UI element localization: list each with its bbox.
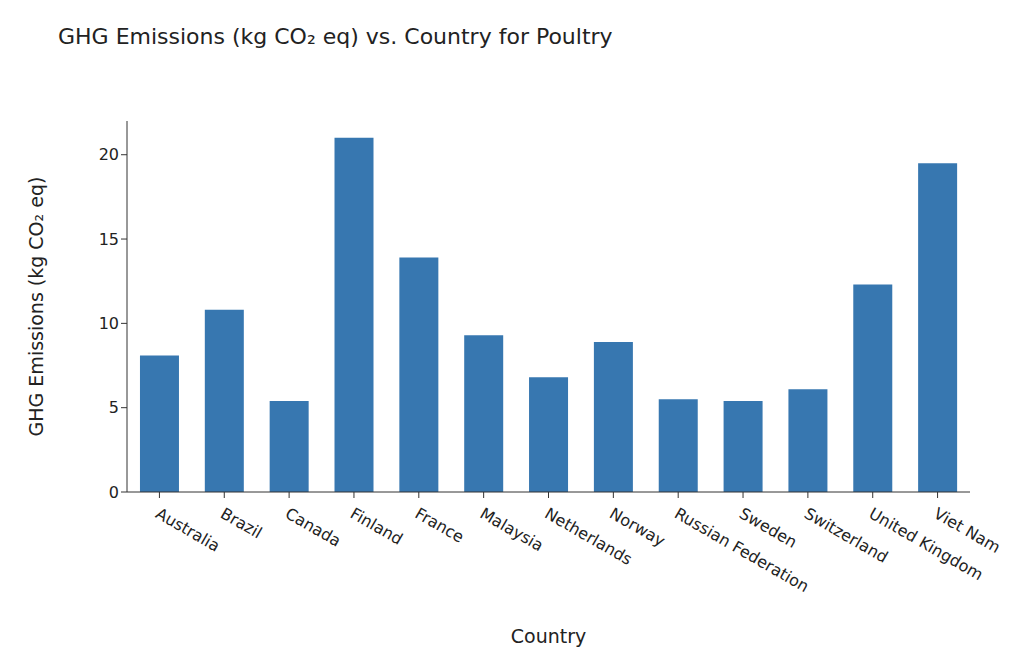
svg-text:10: 10 (99, 314, 119, 333)
svg-text:0: 0 (109, 483, 119, 502)
svg-text:Country: Country (511, 625, 586, 647)
svg-text:Malaysia: Malaysia (477, 504, 547, 555)
svg-text:Norway: Norway (606, 504, 668, 551)
svg-text:Finland: Finland (347, 504, 406, 549)
svg-text:Switzerland: Switzerland (800, 503, 892, 567)
html-text:GHG Emissions (kg CO₂ eq) vs.: GHG Emissions (kg CO₂ eq) vs. Country fo… (58, 24, 613, 49)
svg-text:Australia: Australia (152, 504, 223, 556)
svg-text:GHG Emissions (kg CO₂ eq): GHG Emissions (kg CO₂ eq) (25, 177, 47, 437)
svg-text:Sweden: Sweden (736, 504, 800, 552)
svg-text:United Kingdom: United Kingdom (866, 504, 987, 585)
svg-text:Viet Nam: Viet Nam (931, 504, 1004, 557)
svg-text:15: 15 (99, 230, 119, 249)
svg-text:Canada: Canada (282, 504, 344, 551)
svg-text:Brazil: Brazil (217, 504, 265, 543)
svg-text:5: 5 (109, 398, 119, 417)
svg-text:20: 20 (99, 145, 119, 164)
svg-text:France: France (412, 504, 468, 547)
svg-text:Netherlands: Netherlands (541, 503, 636, 569)
svg-text:Russian Federation: Russian Federation (671, 504, 812, 596)
